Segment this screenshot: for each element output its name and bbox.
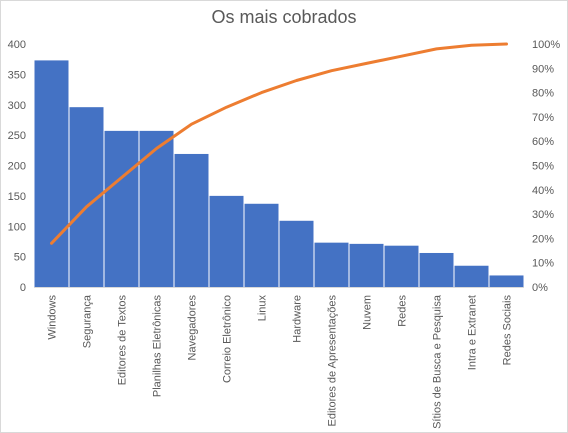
- y2-tick-label: 10%: [532, 258, 554, 270]
- bar: [419, 252, 454, 287]
- x-category-label: Navegadores: [187, 295, 199, 361]
- x-category-label: Sítios de Busca e Pesquisa: [432, 294, 444, 429]
- bar: [244, 203, 279, 287]
- y-tick-label: 350: [8, 69, 26, 81]
- bar: [384, 245, 419, 287]
- x-category-label: Correio Eletrônico: [222, 295, 234, 383]
- y2-tick-label: 70%: [532, 112, 554, 124]
- bar: [174, 153, 209, 287]
- x-category-label: Planilhas Eletrônicas: [152, 295, 164, 398]
- x-category-label: Windows: [47, 295, 59, 340]
- y-tick-label: 100: [8, 221, 26, 233]
- bar: [314, 242, 349, 287]
- cumulative-line: [50, 42, 508, 245]
- bar: [209, 195, 244, 287]
- bar: [454, 265, 489, 287]
- y-tick-label: 50: [14, 252, 26, 264]
- x-category-label: Segurança: [82, 294, 94, 348]
- y2-tick-label: 50%: [532, 161, 554, 173]
- x-category-label: Editores de Textos: [117, 295, 129, 386]
- y-tick-label: 0: [20, 282, 26, 294]
- y-tick-label: 150: [8, 191, 26, 203]
- x-category-label: Linux: [257, 295, 269, 322]
- y2-tick-label: 80%: [532, 88, 554, 100]
- bar: [34, 60, 69, 288]
- y-tick-label: 250: [8, 130, 26, 142]
- y2-tick-label: 0%: [532, 282, 548, 294]
- bar: [104, 130, 139, 287]
- bar: [349, 243, 384, 287]
- x-category-label: Redes: [397, 295, 409, 327]
- y2-tick-label: 60%: [532, 136, 554, 148]
- y2-tick-label: 30%: [532, 209, 554, 221]
- y2-tick-label: 20%: [532, 233, 554, 245]
- y2-tick-label: 40%: [532, 185, 554, 197]
- bar: [279, 220, 314, 287]
- bar: [139, 130, 174, 287]
- x-category-label: Editores de Apresentações: [327, 295, 339, 427]
- bar: [489, 275, 524, 287]
- x-category-label: Hardware: [292, 295, 304, 343]
- y-tick-label: 400: [8, 39, 26, 51]
- x-category-label: Nuvem: [362, 295, 374, 330]
- x-category-label: Intra e Extranet: [467, 295, 479, 370]
- x-category-label: Redes Sociais: [502, 295, 514, 366]
- y2-tick-label: 90%: [532, 63, 554, 75]
- y2-tick-label: 100%: [532, 39, 560, 51]
- y-tick-label: 200: [8, 161, 26, 173]
- y-tick-label: 300: [8, 100, 26, 112]
- chart-title: Os mais cobrados: [211, 7, 357, 27]
